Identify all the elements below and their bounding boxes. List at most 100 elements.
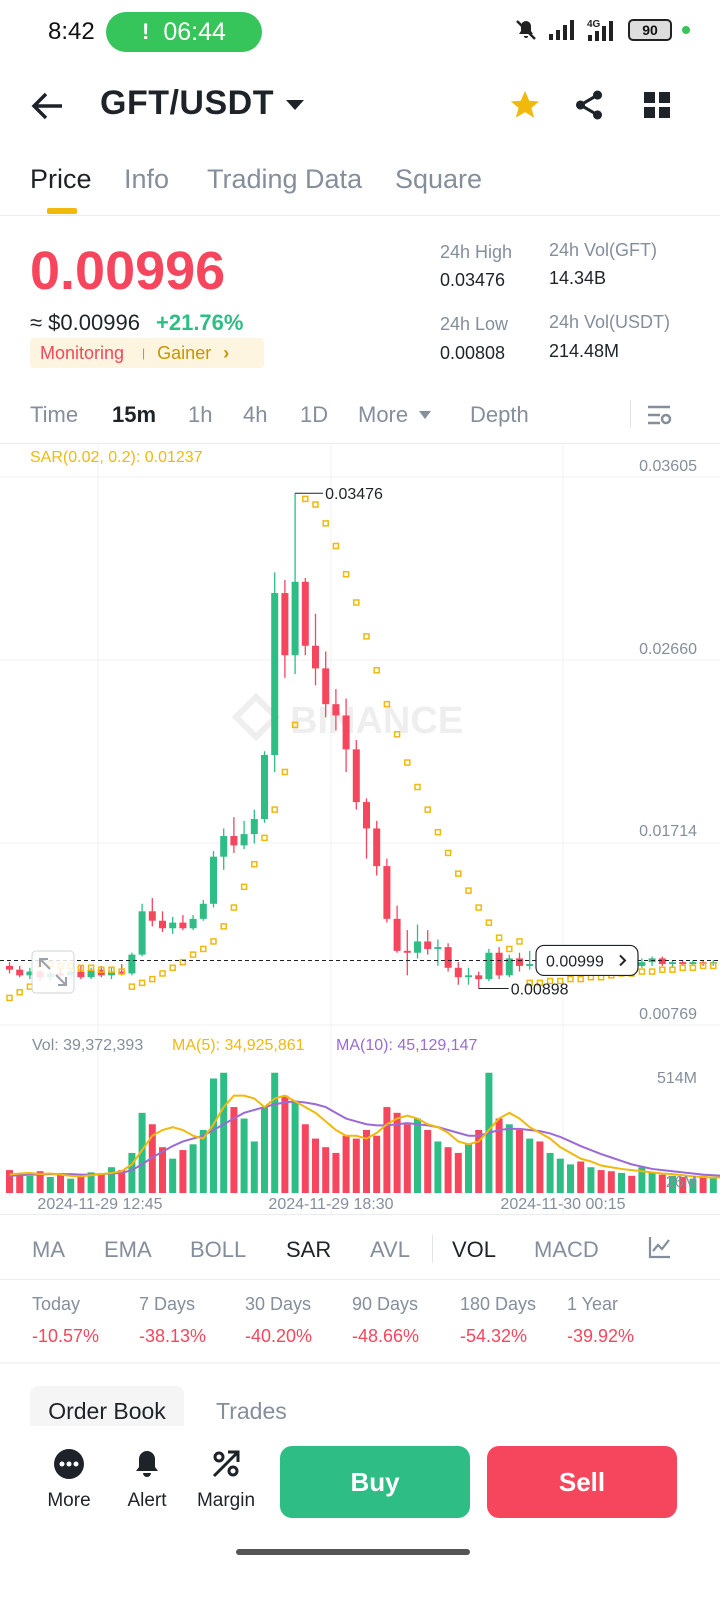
indicator-sar[interactable]: SAR xyxy=(286,1237,332,1262)
volume-bar xyxy=(57,1174,64,1193)
alert-button[interactable]: Alert xyxy=(107,1448,187,1512)
sar-dot xyxy=(557,977,564,985)
buy-button[interactable]: Buy xyxy=(280,1446,470,1518)
sar-dot xyxy=(516,938,523,945)
volume-bar xyxy=(210,1078,217,1193)
expand-icon xyxy=(39,958,67,986)
volume-bar xyxy=(87,1172,95,1193)
call-timer-pill[interactable]: ! 06:44 xyxy=(106,12,262,52)
home-indicator[interactable] xyxy=(236,1549,470,1555)
tab-square[interactable]: Square xyxy=(395,164,483,194)
volume-bar xyxy=(108,1167,115,1193)
high-marker-label: 0.03476 xyxy=(325,486,383,503)
sar-dot xyxy=(638,968,646,975)
price-usd: ≈ $0.00996 xyxy=(30,310,140,335)
expand-chart-button[interactable] xyxy=(31,950,75,994)
indicator-settings-icon[interactable] xyxy=(648,1235,672,1259)
tab-trading-data[interactable]: Trading Data xyxy=(207,164,363,194)
tab-info[interactable]: Info xyxy=(124,164,170,194)
tag-monitoring: Monitoring xyxy=(40,342,125,363)
ma10-legend: MA(10): 45,129,147 xyxy=(336,1037,478,1054)
volume-bar xyxy=(373,1135,381,1193)
signal-4g-icon: 4G xyxy=(587,19,613,41)
current-price-tag[interactable]: 0.00999 xyxy=(535,944,639,977)
sar-dot xyxy=(536,979,544,987)
caret-down-icon[interactable] xyxy=(284,98,306,112)
indicator-boll[interactable]: BOLL xyxy=(190,1237,247,1262)
more-caret-icon[interactable] xyxy=(418,410,432,420)
stat-low-value: 0.00808 xyxy=(440,343,506,363)
volume-bar xyxy=(291,1101,299,1193)
interval-depth[interactable]: Depth xyxy=(470,402,529,427)
interval-4h[interactable]: 4h xyxy=(243,402,268,427)
interval-more[interactable]: More xyxy=(358,402,409,427)
sar-dot xyxy=(393,731,401,738)
mute-icon xyxy=(516,20,536,40)
volume-bar xyxy=(199,1130,207,1193)
volume-bar xyxy=(138,1112,146,1193)
indicator-ema[interactable]: EMA xyxy=(104,1237,152,1262)
sar-dot xyxy=(261,834,268,842)
interval-1d[interactable]: 1D xyxy=(300,402,329,427)
volume-bar xyxy=(587,1167,595,1193)
volume-bar xyxy=(322,1147,330,1193)
indicator-macd[interactable]: MACD xyxy=(534,1237,599,1262)
sar-dot xyxy=(424,806,431,813)
share-icon[interactable] xyxy=(572,88,606,122)
candle-body xyxy=(148,911,156,921)
volume-bar xyxy=(577,1161,585,1193)
more-label: More xyxy=(47,1490,91,1511)
more-icon xyxy=(54,1449,84,1479)
interval-time[interactable]: Time xyxy=(30,402,79,427)
sell-button[interactable]: Sell xyxy=(487,1446,677,1518)
candle-body xyxy=(281,593,289,656)
tab-price[interactable]: Price xyxy=(30,164,92,194)
star-icon[interactable] xyxy=(508,88,542,122)
interval-1h[interactable]: 1h xyxy=(188,402,213,427)
y-tick-2: 0.02660 xyxy=(639,641,697,658)
volume-bar xyxy=(414,1118,421,1193)
interval-15m[interactable]: 15m xyxy=(112,402,157,427)
sar-dot xyxy=(179,958,187,966)
perf-label-30d: 30 Days xyxy=(245,1294,312,1314)
volume-bar xyxy=(628,1175,636,1193)
x-tick-2: 2024-11-29 18:30 xyxy=(268,1196,393,1213)
chart-area[interactable]: BINANCE 0.03605 0.02660 0.01714 0.00769 … xyxy=(0,445,720,1215)
grid-icon[interactable] xyxy=(642,90,672,120)
status-time: 8:42 xyxy=(48,18,95,45)
sar-dot xyxy=(404,759,411,766)
indicator-avl[interactable]: AVL xyxy=(370,1237,410,1262)
sar-dot xyxy=(577,975,584,983)
more-button[interactable]: More xyxy=(29,1448,109,1512)
volume-bar xyxy=(301,1124,309,1193)
volume-bar xyxy=(546,1152,554,1193)
tag-box[interactable]: Monitoring | Gainer › xyxy=(30,338,264,368)
candle-body xyxy=(658,958,666,965)
pair-title[interactable]: GFT/USDT xyxy=(100,84,274,122)
candle-body xyxy=(250,819,258,835)
candlestick-chart[interactable]: BINANCE 0.03605 0.02660 0.01714 0.00769 … xyxy=(0,445,720,1215)
sar-dot xyxy=(98,966,105,973)
indicator-vol[interactable]: VOL xyxy=(452,1237,497,1262)
candle-body xyxy=(516,958,523,966)
margin-button[interactable]: Margin xyxy=(186,1448,266,1512)
svg-text:0.00999: 0.00999 xyxy=(546,953,604,970)
volume-bar xyxy=(556,1158,564,1193)
back-arrow-icon[interactable] xyxy=(30,88,66,124)
tab-trades[interactable]: Trades xyxy=(216,1398,287,1424)
sar-dot xyxy=(475,904,482,911)
volume-bar xyxy=(26,1175,34,1193)
vol-tick-min: 26M xyxy=(666,1174,697,1191)
sar-dot xyxy=(322,520,329,527)
candle-body xyxy=(424,941,432,949)
y-tick-3: 0.01714 xyxy=(639,823,697,840)
volume-bars xyxy=(6,1072,717,1193)
candle-body xyxy=(240,834,248,846)
volume-bar xyxy=(36,1171,44,1193)
indicator-ma[interactable]: MA xyxy=(32,1237,65,1262)
chart-settings-icon[interactable] xyxy=(646,402,672,428)
y-tick-4: 0.00769 xyxy=(639,1006,697,1023)
volume-bar xyxy=(505,1124,513,1193)
sar-dot xyxy=(414,783,421,791)
candle-body xyxy=(16,969,24,976)
